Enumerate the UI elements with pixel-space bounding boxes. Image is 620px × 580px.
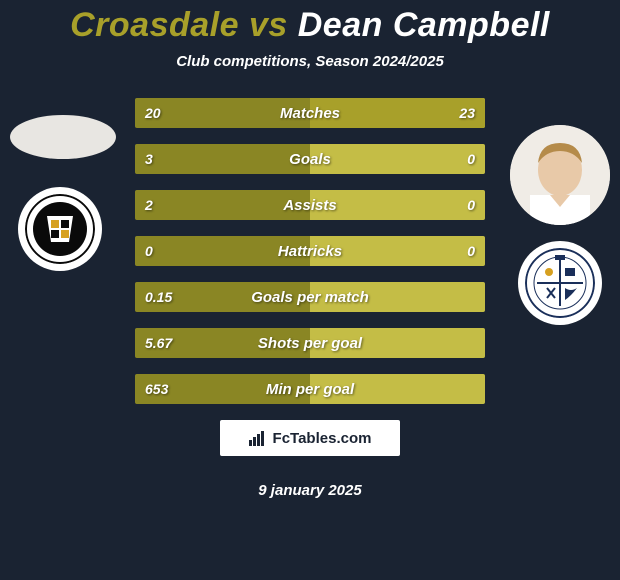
- bar-label: Min per goal: [135, 374, 485, 404]
- player2-avatar: [510, 125, 610, 225]
- vs-label: vs: [249, 6, 288, 44]
- bar-label: Goals per match: [135, 282, 485, 312]
- bar-label: Matches: [135, 98, 485, 128]
- stat-row: 20Assists: [135, 190, 485, 220]
- player2-name: Dean Campbell: [298, 6, 550, 44]
- bar-label: Hattricks: [135, 236, 485, 266]
- subtitle: Club competitions, Season 2024/2025: [0, 53, 620, 70]
- right-avatars-column: [510, 125, 610, 341]
- stat-row: 2023Matches: [135, 98, 485, 128]
- stat-row: 0.15Goals per match: [135, 282, 485, 312]
- player1-avatar: [10, 115, 116, 159]
- bar-label: Shots per goal: [135, 328, 485, 358]
- fctables-logo-icon: [249, 430, 267, 446]
- stat-row: 00Hattricks: [135, 236, 485, 266]
- port-vale-crest-icon: [25, 194, 95, 264]
- barrow-crest-icon: [525, 248, 595, 318]
- player2-club-badge: [518, 241, 602, 325]
- stat-row: 5.67Shots per goal: [135, 328, 485, 358]
- left-avatars-column: [10, 115, 110, 287]
- stat-row: 30Goals: [135, 144, 485, 174]
- player1-name: Croasdale: [70, 6, 239, 44]
- comparison-bars: 2023Matches 30Goals 20Assists 00Hattricks 0.…: [135, 98, 485, 404]
- player1-club-badge: [18, 187, 102, 271]
- branding-logo: FcTables.com: [220, 420, 400, 456]
- player2-headshot-icon: [510, 125, 610, 225]
- bar-label: Goals: [135, 144, 485, 174]
- bar-label: Assists: [135, 190, 485, 220]
- branding-text: FcTables.com: [273, 430, 372, 447]
- footer-date: 9 january 2025: [0, 482, 620, 499]
- stat-row: 653Min per goal: [135, 374, 485, 404]
- comparison-title: Croasdale vs Dean Campbell: [0, 6, 620, 45]
